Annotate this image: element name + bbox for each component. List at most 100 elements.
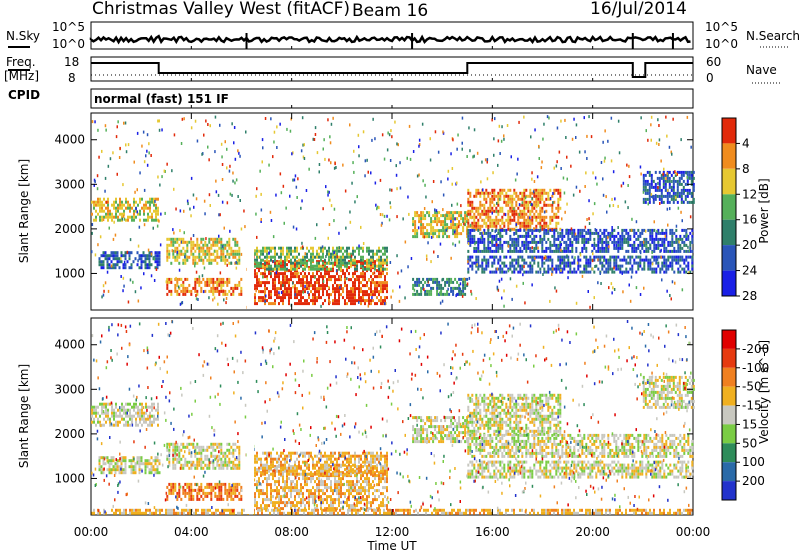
data-cell [690,176,693,180]
data-cell [206,448,209,452]
data-cell [473,215,476,219]
data-cell [106,257,109,261]
data-cell [294,284,296,288]
data-cell [146,266,149,270]
data-cell [342,258,344,262]
data-cell [220,246,223,250]
data-cell [103,203,105,207]
noise-cell [208,296,210,300]
data-cell [499,258,502,262]
data-cell [519,191,522,195]
noise-cell [517,157,519,161]
data-cell [503,240,506,244]
data-cell [605,237,608,241]
data-cell [382,272,384,276]
data-cell [106,266,109,270]
data-cell [155,218,157,222]
noise-cell [143,188,146,192]
data-cell [226,249,229,253]
data-cell [238,283,241,287]
data-cell [174,482,177,486]
data-cell [485,212,488,216]
data-cell [192,240,195,244]
data-cell [499,218,502,222]
noise-cell [222,289,225,293]
data-cell [485,215,488,219]
data-cell [380,284,382,288]
data-cell [491,221,494,225]
data-cell [328,258,330,262]
noise-cell [470,292,473,296]
data-cell [137,411,139,415]
data-cell [362,293,364,297]
data-cell [517,237,520,241]
data-cell [178,237,181,241]
data-cell [133,203,135,207]
data-cell [644,182,647,186]
data-cell [597,231,600,235]
data-cell [290,290,292,294]
data-cell [206,457,209,461]
data-cell [310,278,312,282]
data-cell [557,258,560,262]
data-cell [593,231,596,235]
data-cell [133,405,135,409]
data-cell [623,228,626,232]
noise-cell [203,199,206,203]
data-cell [501,215,504,219]
data-cell [342,290,344,294]
data-cell [324,258,326,262]
data-cell [440,214,443,218]
data-cell [170,277,173,281]
data-cell [639,258,642,262]
data-cell [114,468,117,472]
data-cell [238,280,241,284]
data-cell [499,224,502,228]
data-cell [525,218,528,222]
data-cell [493,255,496,259]
data-cell [262,281,264,285]
data-cell [462,217,465,221]
data-cell [308,296,310,300]
data-cell [543,224,546,228]
data-cell [456,280,459,284]
data-cell [644,179,647,183]
data-cell [288,255,290,259]
data-cell [117,218,119,222]
data-cell [198,280,201,284]
data-cell [553,267,556,271]
data-cell [99,218,101,222]
data-cell [523,200,526,204]
data-cell [270,246,272,250]
data-cell [222,463,225,467]
data-cell [663,264,666,268]
data-cell [298,258,300,262]
noise-cell [459,287,462,291]
data-cell [238,292,241,296]
data-cell [276,275,278,279]
data-cell [300,302,302,306]
data-cell [104,456,107,460]
noise-cell [475,297,477,300]
data-cell [136,251,139,255]
data-cell [131,215,133,219]
data-cell [460,292,463,296]
data-cell [454,223,457,227]
data-cell [98,260,101,264]
data-cell [587,261,590,265]
data-cell [282,278,284,282]
data-cell [208,261,211,265]
data-cell [270,264,272,268]
noise-cell [412,150,415,153]
data-cell [346,302,348,306]
data-cell [216,261,219,265]
noise-cell [573,117,575,121]
data-cell [318,287,320,291]
noise-cell [255,194,257,198]
data-cell [651,240,654,244]
data-cell [268,293,270,297]
data-cell [114,462,117,466]
data-cell [204,252,207,256]
noise-cell [423,235,425,239]
noise-cell [349,220,352,224]
